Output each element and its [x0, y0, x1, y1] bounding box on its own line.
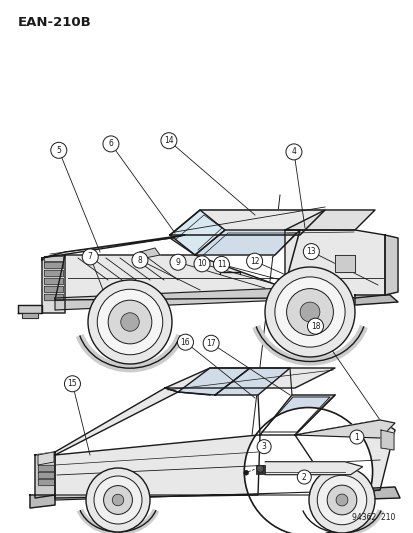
Circle shape — [335, 494, 347, 506]
Circle shape — [307, 318, 323, 334]
Circle shape — [297, 470, 311, 484]
Text: 15: 15 — [67, 379, 77, 388]
Polygon shape — [44, 270, 63, 276]
Polygon shape — [195, 230, 299, 255]
Text: 6: 6 — [108, 140, 113, 148]
Text: 9: 9 — [175, 258, 180, 266]
Circle shape — [274, 277, 344, 347]
Polygon shape — [294, 420, 394, 438]
Circle shape — [213, 256, 229, 272]
Text: 8: 8 — [137, 256, 142, 264]
Polygon shape — [140, 248, 159, 258]
Text: 3: 3 — [261, 442, 266, 451]
Polygon shape — [22, 313, 38, 318]
Polygon shape — [265, 462, 362, 475]
Circle shape — [326, 485, 356, 515]
Circle shape — [64, 376, 80, 392]
Circle shape — [86, 468, 150, 532]
Polygon shape — [284, 230, 384, 298]
Polygon shape — [44, 294, 63, 300]
Circle shape — [316, 475, 366, 525]
Circle shape — [88, 280, 171, 364]
Circle shape — [299, 302, 319, 322]
Circle shape — [286, 288, 332, 335]
FancyBboxPatch shape — [256, 465, 265, 474]
Text: 16: 16 — [180, 338, 190, 346]
Circle shape — [246, 253, 262, 269]
Text: 17: 17 — [206, 339, 216, 348]
Text: 4: 4 — [291, 148, 296, 156]
Text: 94362  210: 94362 210 — [351, 513, 394, 522]
Circle shape — [177, 334, 193, 350]
Circle shape — [51, 142, 66, 158]
Polygon shape — [30, 495, 55, 508]
Text: 12: 12 — [249, 257, 259, 265]
Polygon shape — [44, 256, 63, 261]
Polygon shape — [259, 395, 334, 435]
Circle shape — [103, 486, 132, 514]
Polygon shape — [334, 487, 399, 500]
Circle shape — [349, 430, 363, 444]
Circle shape — [303, 244, 318, 260]
Circle shape — [264, 267, 354, 357]
Text: 5: 5 — [56, 146, 61, 155]
Polygon shape — [42, 235, 185, 258]
Polygon shape — [38, 479, 54, 485]
Circle shape — [194, 256, 209, 272]
Text: 1: 1 — [354, 433, 358, 441]
Polygon shape — [284, 210, 374, 230]
Circle shape — [256, 440, 271, 454]
Polygon shape — [38, 452, 54, 465]
Polygon shape — [55, 255, 284, 300]
Polygon shape — [334, 255, 354, 272]
Polygon shape — [38, 472, 54, 478]
Polygon shape — [55, 435, 259, 498]
Circle shape — [170, 254, 185, 270]
Circle shape — [82, 249, 98, 265]
Circle shape — [121, 313, 139, 331]
Text: 7: 7 — [88, 253, 93, 261]
Polygon shape — [214, 368, 289, 395]
Polygon shape — [44, 262, 63, 268]
Polygon shape — [55, 288, 284, 310]
Circle shape — [203, 335, 218, 351]
Polygon shape — [44, 286, 63, 292]
Circle shape — [108, 300, 152, 344]
Polygon shape — [18, 305, 42, 313]
Polygon shape — [55, 388, 178, 455]
Polygon shape — [44, 278, 63, 284]
Polygon shape — [354, 295, 397, 305]
Text: 13: 13 — [306, 247, 316, 256]
Polygon shape — [380, 430, 393, 450]
Circle shape — [112, 494, 123, 506]
Circle shape — [308, 467, 374, 533]
Text: 18: 18 — [310, 322, 319, 330]
Polygon shape — [294, 420, 394, 495]
Text: EAN-210B: EAN-210B — [18, 16, 92, 29]
Polygon shape — [178, 368, 249, 395]
Circle shape — [161, 133, 176, 149]
Polygon shape — [170, 210, 324, 235]
Circle shape — [97, 289, 162, 355]
Circle shape — [244, 408, 372, 533]
Polygon shape — [42, 255, 65, 313]
Circle shape — [94, 476, 142, 524]
Text: 14: 14 — [164, 136, 173, 145]
Text: 10: 10 — [197, 260, 206, 268]
Polygon shape — [170, 210, 224, 255]
Text: 11: 11 — [216, 260, 225, 269]
Circle shape — [103, 136, 119, 152]
Polygon shape — [165, 368, 334, 388]
Polygon shape — [384, 235, 397, 295]
Text: 2: 2 — [301, 473, 306, 481]
Circle shape — [285, 144, 301, 160]
Polygon shape — [35, 452, 55, 498]
Polygon shape — [261, 397, 329, 432]
Circle shape — [243, 470, 248, 475]
Polygon shape — [55, 490, 379, 500]
Circle shape — [132, 252, 147, 268]
Polygon shape — [38, 465, 54, 471]
Circle shape — [256, 465, 263, 472]
